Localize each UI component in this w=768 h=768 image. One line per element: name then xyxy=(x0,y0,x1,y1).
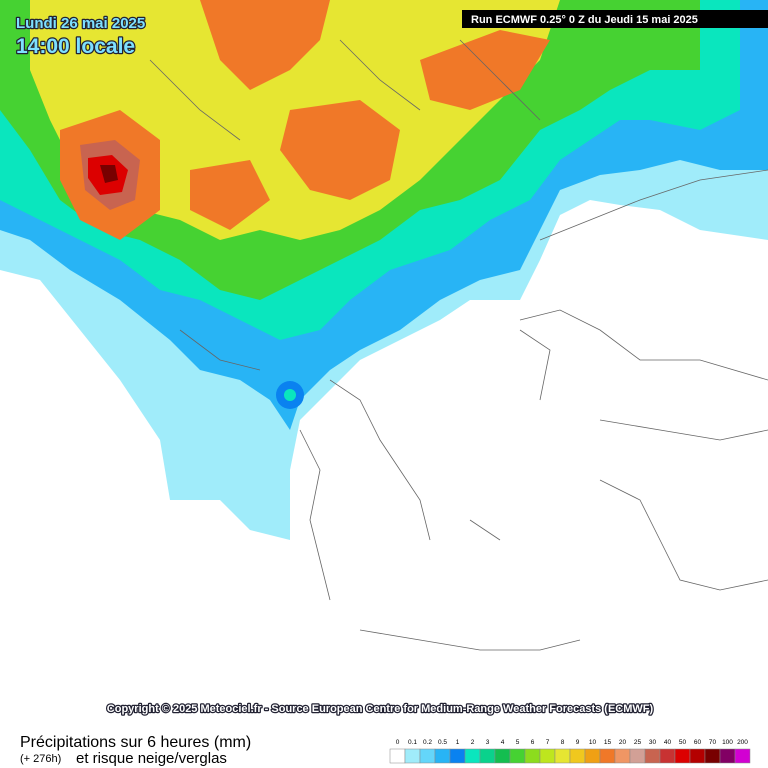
legend-swatch xyxy=(599,748,616,764)
legend-swatch xyxy=(554,748,571,764)
legend-swatch xyxy=(734,748,751,764)
legend-label: 0 xyxy=(396,739,400,746)
footer-subtitle: et risque neige/verglas xyxy=(76,750,227,767)
legend-label: 100 xyxy=(722,739,733,746)
legend-label: 20 xyxy=(619,739,627,746)
legend-label: 7 xyxy=(546,739,550,746)
legend-swatch xyxy=(569,748,586,764)
run-text: Run ECMWF 0.25° 0 Z du Jeudi 15 mai 2025 xyxy=(471,14,698,26)
legend-label: 70 xyxy=(709,739,717,746)
legend-swatch xyxy=(584,748,601,764)
legend-label: 30 xyxy=(649,739,657,746)
legend-swatch xyxy=(524,748,541,764)
legend-swatch xyxy=(539,748,556,764)
legend-swatch xyxy=(449,748,466,764)
legend-label: 15 xyxy=(604,739,612,746)
legend-label: 5 xyxy=(516,739,520,746)
run-banner xyxy=(462,10,768,28)
footer-title: Précipitations sur 6 heures (mm) xyxy=(20,734,251,751)
legend-swatch xyxy=(434,748,451,764)
time: 14:00 locale xyxy=(16,35,135,58)
legend-label: 8 xyxy=(561,739,565,746)
legend-swatch xyxy=(644,748,661,764)
legend-label: 4 xyxy=(501,739,505,746)
legend-label: 50 xyxy=(679,739,687,746)
legend-swatch xyxy=(419,748,436,764)
legend-label: 200 xyxy=(737,739,748,746)
precip-field xyxy=(0,0,768,540)
legend-swatch xyxy=(464,748,481,764)
legend-swatch xyxy=(704,748,721,764)
legend-label: 0.5 xyxy=(438,739,447,746)
legend-swatch xyxy=(659,748,676,764)
date: Lundi 26 mai 2025 xyxy=(16,15,145,32)
legend-swatch xyxy=(674,748,691,764)
legend-label: 2 xyxy=(471,739,475,746)
legend-swatch xyxy=(629,748,646,764)
legend-label: 0.1 xyxy=(408,739,417,746)
legend-label: 6 xyxy=(531,739,535,746)
legend-label: 10 xyxy=(589,739,597,746)
footer-lead: (+ 276h) xyxy=(20,753,61,765)
legend-label: 25 xyxy=(634,739,642,746)
legend-swatch xyxy=(494,748,511,764)
legend-label: 9 xyxy=(576,739,580,746)
legend-swatch xyxy=(479,748,496,764)
copyright: Copyright © 2025 Meteociel.fr - Source E… xyxy=(107,703,654,715)
legend-swatch xyxy=(719,748,736,764)
legend-label: 0.2 xyxy=(423,739,432,746)
legend-label: 3 xyxy=(486,739,490,746)
legend-swatch xyxy=(389,748,406,764)
legend-swatch xyxy=(689,748,706,764)
legend-swatch xyxy=(509,748,526,764)
legend-label: 60 xyxy=(694,739,702,746)
legend-swatch xyxy=(614,748,631,764)
legend: 0 0.1 0.2 0.5 1 2 3 4 5 6 7 8 9 10 15 20 25 30 40 50 60 70 100… xyxy=(389,739,751,764)
borders xyxy=(149,39,768,651)
legend-swatch xyxy=(404,748,421,764)
legend-label: 40 xyxy=(664,739,672,746)
legend-label: 1 xyxy=(456,739,460,746)
